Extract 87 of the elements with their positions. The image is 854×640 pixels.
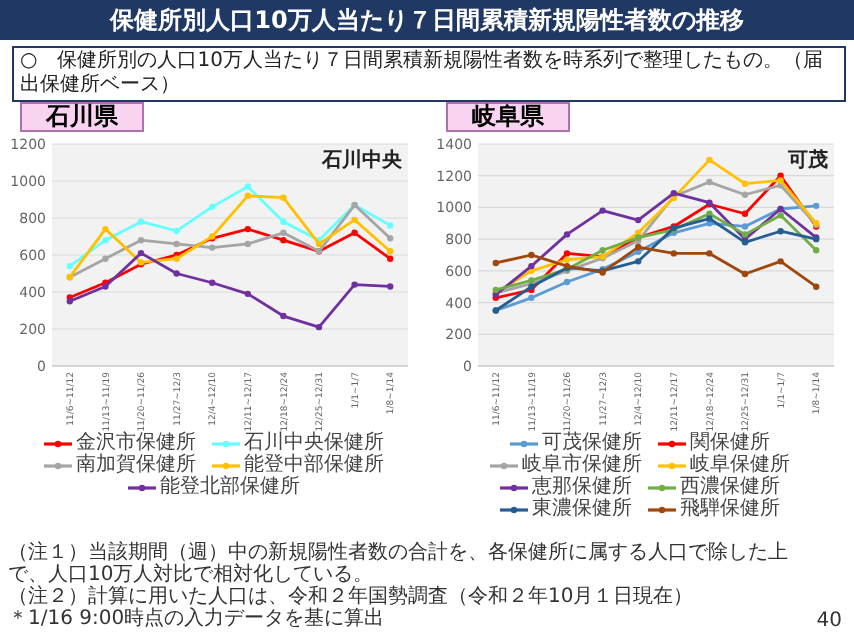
point: [387, 235, 394, 242]
point: [351, 281, 358, 288]
point: [137, 218, 145, 225]
legend-label: 能登中部保健所: [244, 454, 384, 476]
point: [741, 223, 749, 230]
legend-label: 南加賀保健所: [76, 454, 196, 476]
legend-label: 関保健所: [690, 432, 770, 454]
point: [280, 312, 287, 320]
point: [528, 251, 535, 259]
point: [741, 191, 749, 198]
legend-label: 能登北部保健所: [160, 476, 300, 498]
point: [563, 231, 571, 238]
text: 保健所別人口10万人当たり７日間累積新規陽性者数の推移: [0, 0, 854, 40]
point: [563, 278, 571, 286]
point: [173, 227, 180, 235]
point: [599, 247, 606, 254]
point: [813, 283, 820, 290]
chart-title: 石川県: [20, 102, 144, 132]
legend-label: 可茂保健所: [542, 432, 642, 454]
point: [280, 218, 287, 225]
point: [706, 156, 713, 164]
point: [244, 290, 251, 298]
point: [173, 240, 180, 248]
point: [635, 216, 642, 224]
point: [599, 207, 606, 214]
text: ＊1/16 9:00時点の入力データを基に算出: [8, 608, 387, 630]
point: [315, 323, 323, 331]
point: [244, 192, 251, 199]
annotation: 石川中央: [320, 148, 404, 172]
point: [280, 194, 287, 201]
point: [741, 270, 749, 278]
chart-title: 岐阜県: [446, 102, 570, 132]
point: [387, 283, 394, 290]
legend-label: 金沢市保健所: [76, 432, 196, 454]
point: [102, 225, 109, 233]
line-series: [66, 183, 394, 270]
point: [706, 250, 713, 257]
point: [635, 258, 642, 265]
text: ○ 保健所別の人口10万人当たり７日間累積新規陽性者数を時系列で整理したもの。（届出保健所ベース）: [12, 46, 846, 102]
text: （注１）当該期間（週）中の新規陽性者数の合計を、各保健所に属する人口で除した上で、人口10万人対比で相対化している。: [8, 542, 788, 586]
point: [244, 183, 251, 190]
point: [209, 203, 216, 211]
point: [137, 237, 145, 244]
legend-label: 石川中央保健所: [244, 432, 384, 454]
legend-label: 恵那保健所: [532, 476, 632, 498]
point: [209, 244, 216, 251]
text: 40: [816, 610, 842, 632]
point: [244, 240, 251, 248]
legend-label: 飛騨保健所: [680, 498, 780, 520]
point: [670, 250, 677, 257]
legend-label: 岐阜市保健所: [522, 454, 642, 476]
point: [741, 231, 749, 238]
point: [351, 216, 358, 224]
point: [777, 177, 784, 184]
point: [280, 229, 287, 236]
legend-label: 西濃保健所: [680, 476, 780, 498]
point: [563, 250, 571, 257]
point: [528, 294, 535, 302]
point: [706, 215, 713, 222]
point: [813, 202, 820, 210]
point: [777, 258, 784, 265]
point: [387, 255, 394, 262]
legend-label: 岐阜保健所: [690, 454, 790, 476]
point: [706, 178, 713, 186]
point: [387, 222, 394, 229]
point: [137, 249, 145, 257]
point: [528, 262, 535, 270]
point: [635, 243, 642, 251]
point: [741, 210, 749, 217]
point: [102, 255, 109, 262]
point: [209, 279, 216, 286]
point: [813, 247, 820, 254]
point: [563, 256, 571, 263]
legend-label: 東濃保健所: [532, 498, 632, 520]
point: [777, 228, 784, 235]
point: [387, 248, 394, 255]
annotation: 可茂: [786, 148, 828, 172]
point: [280, 237, 287, 244]
point: [351, 229, 358, 236]
point: [66, 262, 73, 270]
text: （注２）計算に用いた人口は、令和２年国勢調査（令和２年10月１日現在）: [8, 586, 696, 608]
point: [244, 225, 251, 233]
point: [173, 270, 180, 277]
point: [741, 180, 749, 187]
point: [492, 259, 499, 267]
point: [102, 237, 109, 244]
point: [777, 212, 784, 219]
